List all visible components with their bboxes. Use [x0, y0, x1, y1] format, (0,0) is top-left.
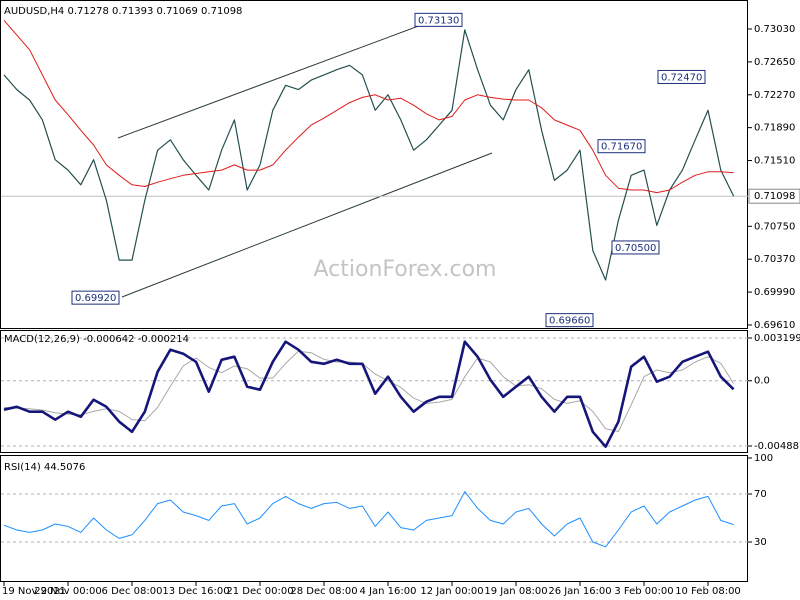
- price-annotation-label: 0.69660: [549, 316, 590, 327]
- x-tick-label: 19 Nov 2021: [2, 586, 66, 597]
- y-tick-label: 0.72650: [754, 57, 795, 68]
- x-tick-label: 6 Dec 08:00: [102, 586, 163, 597]
- y-tick-label: 0.003199: [754, 333, 800, 344]
- channel-lower: [121, 152, 493, 298]
- price-annotation-box: [611, 240, 660, 255]
- y-tick-label: 0.69610: [754, 320, 795, 331]
- y-tick-label: 0.0: [754, 376, 770, 387]
- series-line: [3, 19, 734, 194]
- macd-panel: [0, 330, 748, 453]
- y-tick-label: 0.71890: [754, 123, 795, 134]
- price-annotation-box: [414, 12, 463, 27]
- x-tick-label: 3 Feb 00:00: [614, 586, 673, 597]
- series-line: [3, 340, 735, 448]
- y-tick-label: 30: [754, 537, 767, 548]
- price-annotation-label: 0.73130: [418, 15, 459, 26]
- price-panel: [0, 0, 748, 329]
- x-tick-label: 19 Jan 08:00: [484, 586, 547, 597]
- series-line: [3, 491, 734, 548]
- price-annotation-label: 0.69920: [75, 293, 116, 304]
- price-annotation-label: 0.70500: [615, 243, 656, 254]
- x-tick-label: 12 Jan 00:00: [420, 586, 483, 597]
- watermark: ActionForex.com: [314, 257, 497, 282]
- y-tick-label: 70: [754, 489, 767, 500]
- y-tick-label: 0.72270: [754, 90, 795, 101]
- panel-title: AUDUSD,H4 0.71278 0.71393 0.71069 0.7109…: [4, 6, 242, 17]
- price-annotation-box: [545, 313, 594, 328]
- price-annotation-box: [597, 139, 646, 154]
- panel-title: RSI(14) 44.5076: [4, 462, 85, 473]
- x-tick-label: 26 Jan 16:00: [548, 586, 611, 597]
- series-line: [3, 350, 735, 432]
- y-tick-label: 0.69990: [754, 287, 795, 298]
- last-price-box: [748, 188, 800, 204]
- x-tick-label: 10 Feb 08:00: [675, 586, 741, 597]
- y-tick-label: 0.71510: [754, 156, 795, 167]
- price-annotation-box: [71, 290, 120, 305]
- y-tick-label: 100: [754, 453, 773, 464]
- y-tick-label: 0.70370: [754, 254, 795, 265]
- x-tick-label: 28 Dec 08:00: [290, 586, 357, 597]
- y-tick-label: -0.004887: [754, 441, 800, 452]
- rsi-panel: [0, 455, 748, 582]
- x-tick-label: 29 Nov 00:00: [34, 586, 101, 597]
- price-annotation-box: [657, 69, 706, 84]
- x-tick-label: 13 Dec 16:00: [162, 586, 229, 597]
- x-tick-label: 4 Jan 16:00: [360, 586, 417, 597]
- last-price-label: 0.71098: [754, 191, 795, 202]
- panel-title: MACD(12,26,9) -0.000642 -0.000214: [4, 334, 189, 345]
- x-tick-label: 21 Dec 00:00: [226, 586, 293, 597]
- channel-upper: [117, 17, 441, 139]
- y-tick-label: 0.70750: [754, 221, 795, 232]
- price-annotation-label: 0.71670: [601, 142, 642, 153]
- price-annotation-label: 0.72470: [661, 72, 702, 83]
- y-tick-label: 0.73030: [754, 24, 795, 35]
